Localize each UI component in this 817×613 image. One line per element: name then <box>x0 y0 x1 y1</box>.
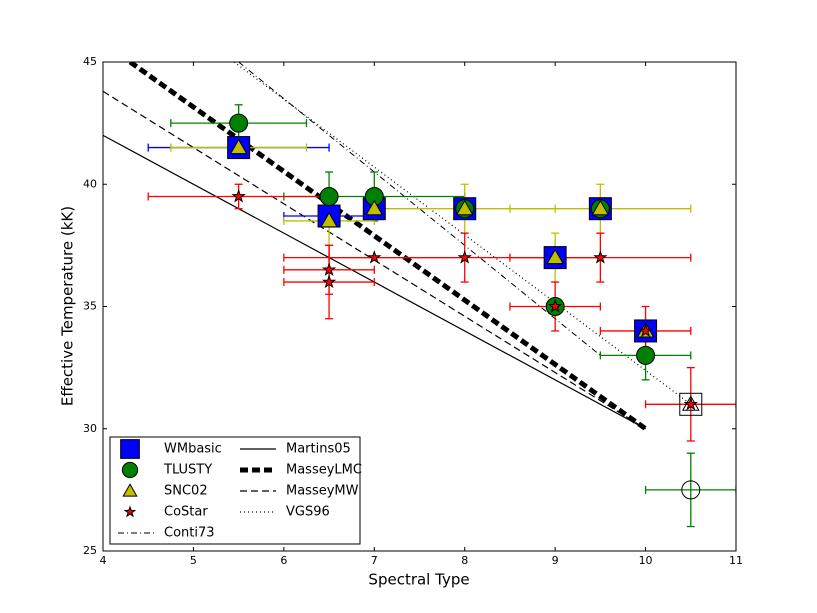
marker <box>681 480 701 500</box>
marker <box>231 188 246 203</box>
marker <box>457 250 472 264</box>
marker <box>683 396 698 411</box>
y-tick-label: 25 <box>83 544 97 557</box>
marker <box>367 250 382 264</box>
y-tick-label: 30 <box>83 422 97 435</box>
legend-label: MasseyLMC <box>286 463 362 478</box>
x-label: Spectral Type <box>368 571 469 589</box>
marker <box>547 298 563 313</box>
marker <box>319 186 339 206</box>
marker <box>122 483 138 497</box>
legend-label: CoStar <box>164 505 208 520</box>
legend-label: SNC02 <box>164 484 208 499</box>
y-tick-label: 35 <box>83 300 97 313</box>
model-line <box>128 62 648 431</box>
legend-label: Martins05 <box>286 442 351 457</box>
marker <box>229 138 248 155</box>
y-tick-label: 45 <box>83 55 97 68</box>
legend-label: MasseyMW <box>286 484 359 499</box>
marker <box>321 262 337 276</box>
marker <box>546 248 565 265</box>
marker <box>638 323 653 338</box>
y-tick-label: 40 <box>83 177 97 190</box>
x-tick-label: 9 <box>552 554 559 567</box>
x-tick-label: 10 <box>639 554 653 567</box>
marker <box>120 439 140 459</box>
x-tick-label: 11 <box>729 554 743 567</box>
legend-label: Conti73 <box>164 526 215 541</box>
marker <box>123 505 137 518</box>
marker <box>365 199 384 216</box>
marker <box>679 392 703 416</box>
x-tick-label: 7 <box>371 554 378 567</box>
marker <box>121 461 139 479</box>
x-tick-label: 6 <box>280 554 287 567</box>
marker <box>455 199 474 216</box>
x-tick-label: 5 <box>190 554 197 567</box>
marker <box>321 274 337 289</box>
legend: WMbasic TLUSTY SNC02 CoStar Conti73 Martins05… <box>109 436 362 545</box>
x-tick-label: 8 <box>461 554 468 567</box>
marker <box>320 211 338 228</box>
marker <box>593 250 608 264</box>
legend-box <box>109 436 361 545</box>
legend-label: TLUSTY <box>163 463 212 478</box>
x-tick-label: 4 <box>100 554 107 567</box>
plot <box>103 62 736 528</box>
y-label: Effective Temperature (kK) <box>59 206 77 406</box>
marker <box>229 113 249 133</box>
legend-label: WMbasic <box>164 442 222 457</box>
legend-label: VGS96 <box>286 505 330 520</box>
marker <box>591 199 610 216</box>
marker <box>636 345 656 365</box>
